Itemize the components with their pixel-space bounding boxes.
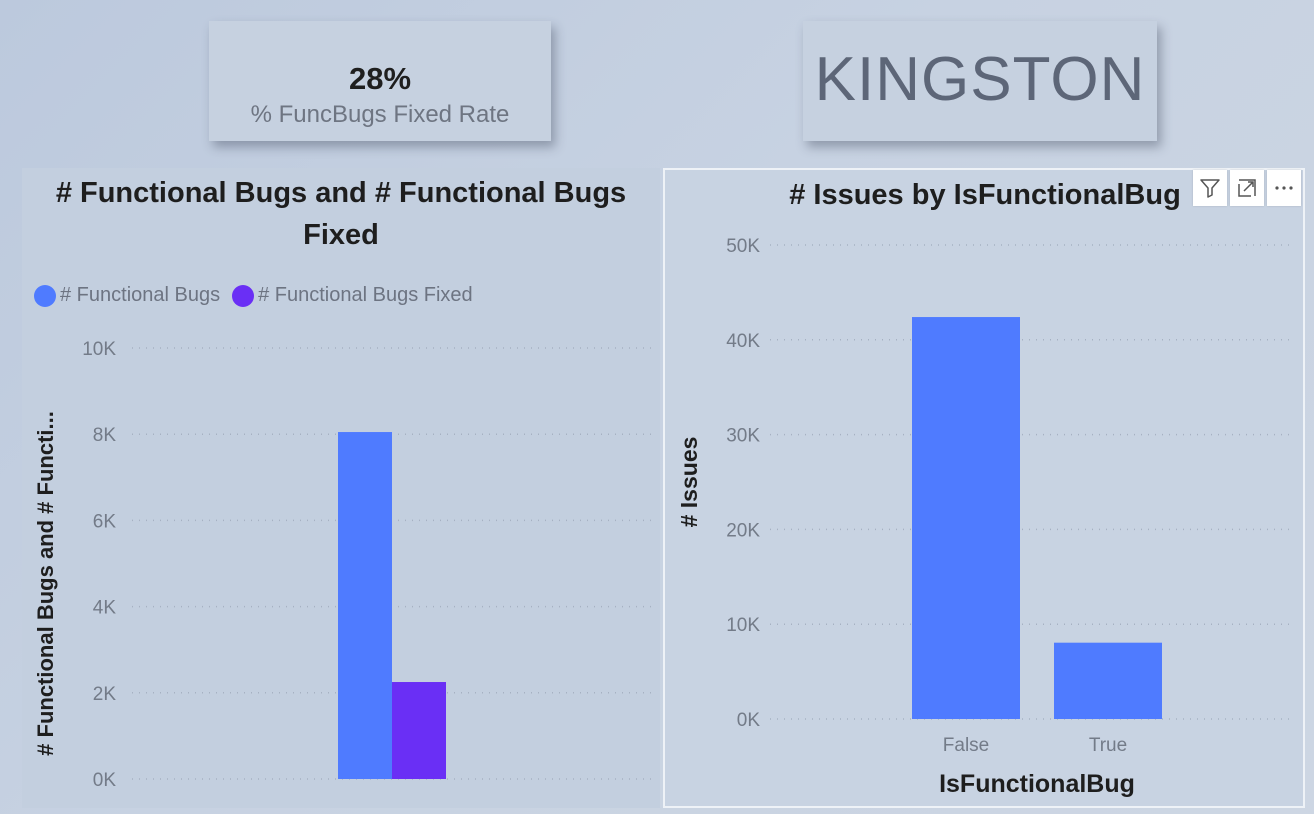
chart-title: # Functional Bugs and # Functional Bugs … <box>55 177 627 251</box>
legend-item-functional-bugs[interactable]: # Functional Bugs <box>34 284 220 307</box>
focus-mode-icon <box>1238 179 1256 197</box>
more-options-icon <box>1275 186 1293 190</box>
right-chart-svg: 0K 10K 20K 30K 40K 50K False True IsFunctionalBu… <box>676 236 1295 798</box>
city-text: KINGSTON <box>814 45 1146 114</box>
functional-bugs-chart-visual[interactable]: # Functional Bugs and # Functional Bugs … <box>22 168 660 808</box>
y-axis-title: # Issues <box>676 437 702 528</box>
chart-title: # Issues by IsFunctionalBug <box>789 179 1181 211</box>
filter-icon <box>1200 179 1220 198</box>
kpi-label: % FuncBugs Fixed Rate <box>250 101 510 128</box>
y-tick-label: 0K <box>93 770 117 791</box>
legend-item-functional-bugs-fixed[interactable]: # Functional Bugs Fixed <box>232 284 473 307</box>
issues-by-isfunctionalbug-visual[interactable]: # Issues by IsFunctionalBug 0K 10K 20K 30K 4… <box>663 168 1305 808</box>
legend-label: # Functional Bugs Fixed <box>258 284 473 306</box>
legend-swatch <box>232 284 255 307</box>
more-options-button[interactable] <box>1267 170 1301 206</box>
x-axis-title: IsFunctionalBug <box>939 770 1135 798</box>
y-tick-label: 50K <box>726 236 760 257</box>
kpi-card[interactable]: 28% % FuncBugs Fixed Rate <box>209 21 551 141</box>
y-tick-label: 20K <box>726 520 760 541</box>
y-tick-label: 0K <box>737 710 761 731</box>
kpi-value: 28% <box>348 61 412 96</box>
y-tick-label: 2K <box>93 684 117 705</box>
bar--functional-bugs-fixed <box>392 682 446 779</box>
legend-swatch <box>34 284 56 307</box>
bar-true <box>1054 642 1162 719</box>
y-tick-label: 4K <box>93 598 117 619</box>
focus-mode-button[interactable] <box>1230 170 1264 206</box>
bar--functional-bugs <box>338 432 392 779</box>
y-tick-label: 10K <box>726 615 760 636</box>
y-tick-label: 10K <box>82 339 116 360</box>
bar-false <box>912 317 1020 719</box>
visual-header <box>1190 170 1301 206</box>
x-tick-label: False <box>943 735 989 756</box>
y-tick-label: 30K <box>726 426 760 447</box>
y-tick-label: 8K <box>93 425 117 446</box>
y-tick-label: 40K <box>726 331 760 352</box>
left-chart-svg: 0K 2K 4K 6K 8K 10K # Functional Bugs and # Fun… <box>33 339 652 791</box>
x-tick-label: True <box>1089 735 1127 756</box>
legend-label: # Functional Bugs <box>60 284 221 306</box>
y-axis-title: # Functional Bugs and # Functi... <box>33 411 58 756</box>
chart-legend: # Functional Bugs # Functional Bugs Fixe… <box>34 284 485 307</box>
city-card[interactable]: KINGSTON <box>803 21 1157 141</box>
filter-button[interactable] <box>1193 170 1227 206</box>
y-tick-label: 6K <box>93 511 117 532</box>
